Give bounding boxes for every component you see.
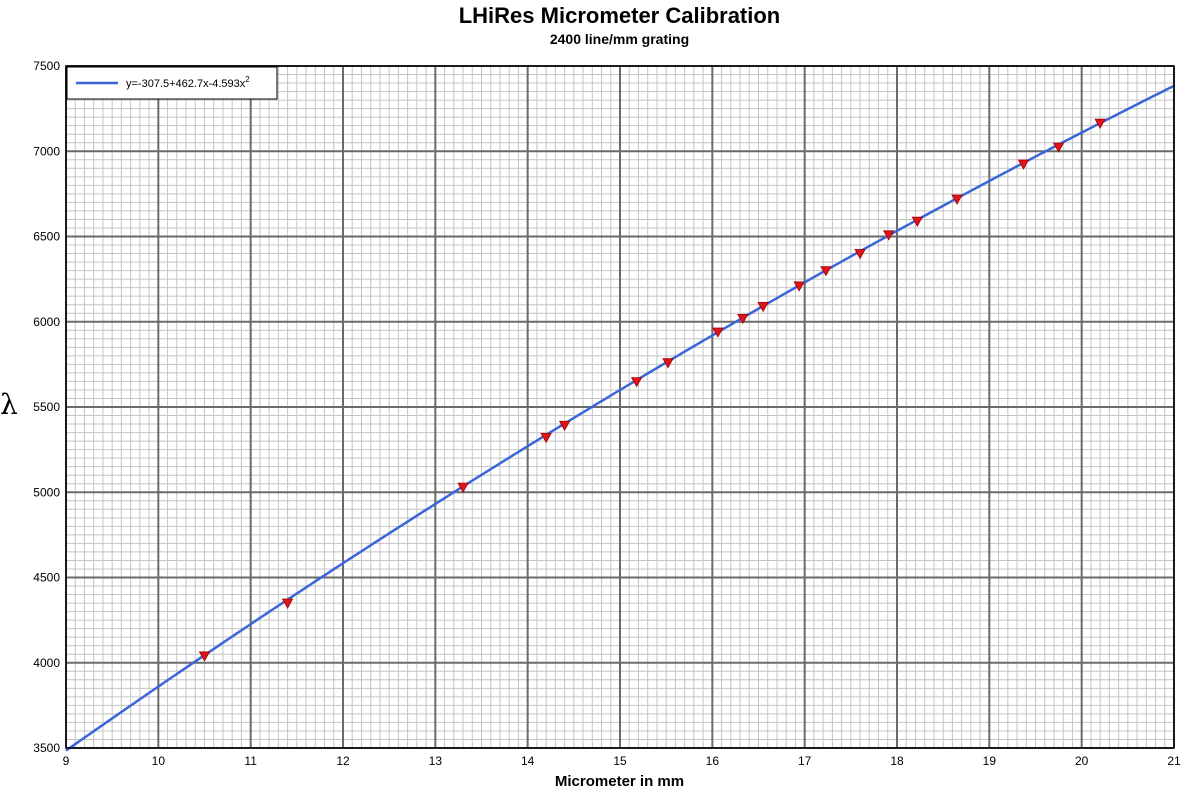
y-tick-label: 5500: [33, 400, 60, 414]
x-tick-label: 19: [983, 754, 997, 768]
data-point: [558, 420, 571, 432]
data-point: [712, 327, 724, 338]
data-point: [630, 377, 643, 388]
data-point: [737, 313, 749, 325]
x-axis-label: Micrometer in mm: [554, 773, 685, 790]
x-tick-label: 18: [890, 754, 904, 768]
x-tick-label: 10: [152, 754, 166, 768]
y-tick-label: 3500: [33, 741, 60, 755]
fit-curve-layer: [65, 84, 1175, 752]
x-tick-label: 16: [706, 754, 720, 768]
data-point: [854, 249, 866, 260]
data-point: [281, 598, 294, 609]
plot-frame: [65, 65, 1175, 749]
legend-exponent: 2: [245, 75, 250, 84]
data-points-layer: [198, 118, 1106, 662]
legend-equation: y=-307.5+462.7x-4.593x: [126, 78, 246, 90]
y-tick-label: 4000: [33, 656, 60, 670]
x-tick-label: 15: [613, 754, 627, 768]
y-tick-label: 4500: [33, 571, 60, 585]
data-point: [1094, 118, 1106, 129]
data-point: [911, 216, 923, 227]
data-point: [793, 281, 805, 292]
data-point: [1017, 159, 1030, 170]
data-point: [540, 432, 552, 444]
y-axis-label: λ: [0, 388, 18, 421]
x-tick-label: 14: [521, 754, 535, 768]
x-tick-label: 9: [63, 754, 70, 768]
legend-label: y=-307.5+462.7x-4.593x2: [126, 75, 250, 90]
x-tick-label: 12: [336, 754, 350, 768]
data-point: [820, 266, 832, 277]
data-point: [757, 302, 769, 313]
data-point: [662, 358, 674, 369]
legend: y=-307.5+462.7x-4.593x2: [66, 66, 278, 100]
x-tick-label: 11: [244, 754, 257, 768]
y-tick-label: 5000: [33, 485, 60, 499]
data-point: [1052, 142, 1065, 153]
chart-subtitle: 2400 line/mm grating: [549, 31, 690, 47]
y-tick-label: 7500: [33, 59, 60, 73]
y-tick-label: 6500: [33, 230, 60, 244]
x-tick-label: 21: [1167, 754, 1181, 768]
x-tick-label: 17: [798, 754, 812, 768]
data-point: [457, 482, 469, 493]
x-tick-label: 20: [1075, 754, 1089, 768]
data-point: [198, 651, 211, 662]
fit-curve: [65, 84, 1175, 752]
x-tick-label: 13: [429, 754, 443, 768]
tick-labels: 9 10 11 12 13 14 15 16 17 18 19 20 21 3500 4000 4500 500…: [33, 59, 1181, 768]
data-point: [883, 230, 895, 241]
data-point: [951, 194, 963, 205]
y-tick-label: 6000: [33, 315, 60, 329]
chart-title: LHiRes Micrometer Calibration: [458, 3, 781, 28]
y-tick-label: 7000: [33, 144, 60, 158]
